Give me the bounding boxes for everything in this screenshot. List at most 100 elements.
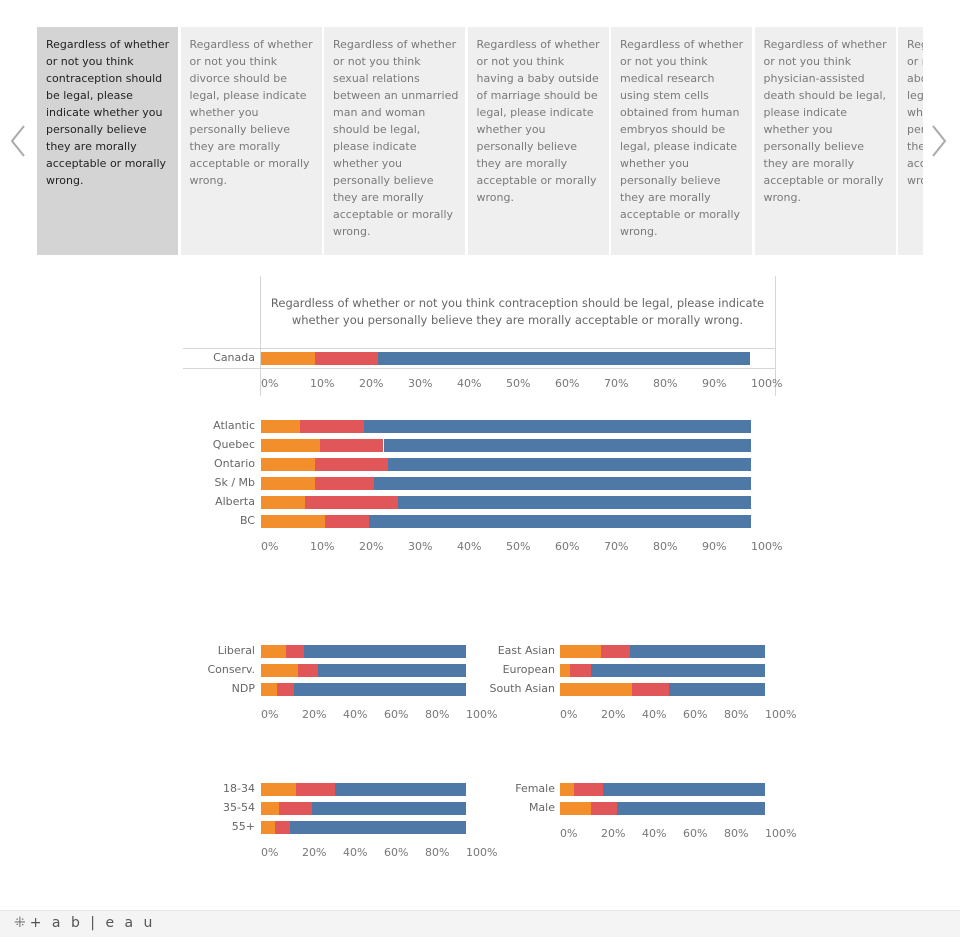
bar-segment[interactable] xyxy=(560,645,601,658)
bar-segment[interactable] xyxy=(319,439,384,452)
bar-segment[interactable] xyxy=(261,439,320,452)
bar-segment[interactable] xyxy=(318,664,466,677)
bar-segment[interactable] xyxy=(261,420,301,433)
chevron-right-icon[interactable] xyxy=(930,124,948,158)
bar-segment[interactable] xyxy=(383,439,751,452)
bar-segment[interactable] xyxy=(388,458,751,471)
bar-segment[interactable] xyxy=(277,683,294,696)
bar-segment[interactable] xyxy=(304,645,466,658)
axis-tick-label: 0% xyxy=(261,540,279,553)
bar-segment[interactable] xyxy=(295,783,335,796)
bar-segment[interactable] xyxy=(560,783,575,796)
bar-segment[interactable] xyxy=(261,664,298,677)
category-label: Atlantic xyxy=(213,419,255,432)
question-card[interactable]: Regardless of whether or not you think a… xyxy=(898,27,923,255)
axis-tick-label: 20% xyxy=(302,846,327,859)
bar-segment[interactable] xyxy=(570,664,591,677)
bar-segment[interactable] xyxy=(261,477,315,490)
bar-segment[interactable] xyxy=(261,458,315,471)
bar-segment[interactable] xyxy=(314,477,374,490)
bar-segment[interactable] xyxy=(261,802,280,815)
axis-tick-label: 40% xyxy=(457,377,482,390)
frame-line xyxy=(775,276,776,396)
bar-segment[interactable] xyxy=(305,496,399,509)
axis-tick-label: 60% xyxy=(683,827,708,840)
bar-segment[interactable] xyxy=(629,645,765,658)
bar-segment[interactable] xyxy=(297,664,319,677)
footer: ⁜ + a b | e a u xyxy=(0,910,960,937)
axis-tick-label: 30% xyxy=(408,377,433,390)
bar-segment[interactable] xyxy=(275,821,290,834)
bar-segment[interactable] xyxy=(398,496,751,509)
axis-tick-label: 20% xyxy=(359,377,384,390)
axis-tick-label: 10% xyxy=(310,540,335,553)
bar-segment[interactable] xyxy=(373,477,751,490)
axis-tick-label: 0% xyxy=(261,846,279,859)
bar-segment[interactable] xyxy=(590,664,765,677)
question-card[interactable]: Regardless of whether or not you think h… xyxy=(467,27,609,255)
bar-segment[interactable] xyxy=(560,664,571,677)
bar-segment[interactable] xyxy=(279,802,313,815)
bar-segment[interactable] xyxy=(261,821,276,834)
question-card[interactable]: Regardless of whether or not you think c… xyxy=(37,27,178,255)
category-label: Ontario xyxy=(214,457,255,470)
bar-segment[interactable] xyxy=(261,515,325,528)
bar-segment[interactable] xyxy=(574,783,604,796)
bar-segment[interactable] xyxy=(261,683,278,696)
question-card[interactable]: Regardless of whether or not you think m… xyxy=(611,27,752,255)
axis-tick-label: 80% xyxy=(425,708,450,721)
bar-segment[interactable] xyxy=(314,458,389,471)
question-selector-strip: Regardless of whether or not you think c… xyxy=(37,27,923,255)
category-label: Quebec xyxy=(212,438,255,451)
category-label: Conserv. xyxy=(207,663,255,676)
chevron-left-icon[interactable] xyxy=(9,124,27,158)
bar-segment[interactable] xyxy=(261,496,306,509)
bar-segment[interactable] xyxy=(314,352,379,365)
axis-tick-label: 20% xyxy=(601,827,626,840)
bar-segment[interactable] xyxy=(261,783,296,796)
frame-line xyxy=(183,348,775,349)
bar-segment[interactable] xyxy=(617,802,765,815)
tableau-logo[interactable]: ⁜ + a b | e a u xyxy=(14,915,155,931)
bar-segment[interactable] xyxy=(261,645,286,658)
category-label: Female xyxy=(515,782,555,795)
axis-tick-label: 90% xyxy=(702,540,727,553)
bar-segment[interactable] xyxy=(324,515,369,528)
axis-tick-label: 80% xyxy=(724,708,749,721)
axis-tick-label: 10% xyxy=(310,377,335,390)
bar-segment[interactable] xyxy=(668,683,765,696)
axis-tick-label: 60% xyxy=(683,708,708,721)
category-label: Liberal xyxy=(217,644,255,657)
bar-segment[interactable] xyxy=(289,821,466,834)
category-label: Canada xyxy=(213,351,255,364)
bar-segment[interactable] xyxy=(363,420,751,433)
bar-segment[interactable] xyxy=(368,515,751,528)
axis-tick-label: 40% xyxy=(642,827,667,840)
bar-segment[interactable] xyxy=(601,645,630,658)
bar-segment[interactable] xyxy=(285,645,305,658)
question-card[interactable]: Regardless of whether or not you think d… xyxy=(180,27,322,255)
bar-segment[interactable] xyxy=(334,783,466,796)
question-card[interactable]: Regardless of whether or not you think p… xyxy=(754,27,896,255)
question-card[interactable]: Regardless of whether or not you think s… xyxy=(324,27,465,255)
bar-segment[interactable] xyxy=(300,420,364,433)
axis-tick-label: 20% xyxy=(601,708,626,721)
bar-segment[interactable] xyxy=(293,683,466,696)
bar-segment[interactable] xyxy=(560,802,591,815)
axis-tick-label: 100% xyxy=(765,827,797,840)
bar-segment[interactable] xyxy=(603,783,765,796)
category-label: European xyxy=(502,663,555,676)
bar-segment[interactable] xyxy=(261,352,315,365)
frame-line xyxy=(260,276,261,396)
axis-tick-label: 20% xyxy=(302,708,327,721)
axis-tick-label: 40% xyxy=(343,708,368,721)
bar-segment[interactable] xyxy=(312,802,466,815)
bar-segment[interactable] xyxy=(560,683,632,696)
category-label: Sk / Mb xyxy=(214,476,255,489)
category-label: South Asian xyxy=(489,682,556,695)
axis-tick-label: 80% xyxy=(724,827,749,840)
bar-segment[interactable] xyxy=(378,352,750,365)
axis-tick-label: 60% xyxy=(384,846,409,859)
bar-segment[interactable] xyxy=(590,802,618,815)
bar-segment[interactable] xyxy=(631,683,669,696)
